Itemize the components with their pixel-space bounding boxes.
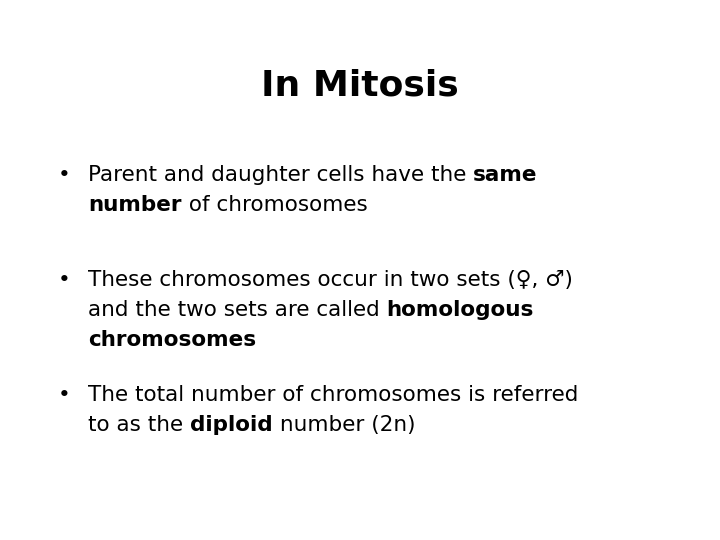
Text: of chromosomes: of chromosomes: [181, 195, 367, 215]
Text: chromosomes: chromosomes: [88, 330, 256, 350]
Text: In Mitosis: In Mitosis: [261, 68, 459, 102]
Text: number: number: [88, 195, 181, 215]
Text: •: •: [58, 165, 71, 185]
Text: •: •: [58, 385, 71, 405]
Text: same: same: [473, 165, 538, 185]
Text: Parent and daughter cells have the: Parent and daughter cells have the: [88, 165, 473, 185]
Text: and the two sets are called: and the two sets are called: [88, 300, 387, 320]
Text: •: •: [58, 270, 71, 290]
Text: number (2n): number (2n): [273, 415, 415, 435]
Text: homologous: homologous: [387, 300, 534, 320]
Text: These chromosomes occur in two sets (♀, ♂): These chromosomes occur in two sets (♀, …: [88, 270, 573, 290]
Text: diploid: diploid: [190, 415, 273, 435]
Text: to as the: to as the: [88, 415, 190, 435]
Text: The total number of chromosomes is referred: The total number of chromosomes is refer…: [88, 385, 578, 405]
